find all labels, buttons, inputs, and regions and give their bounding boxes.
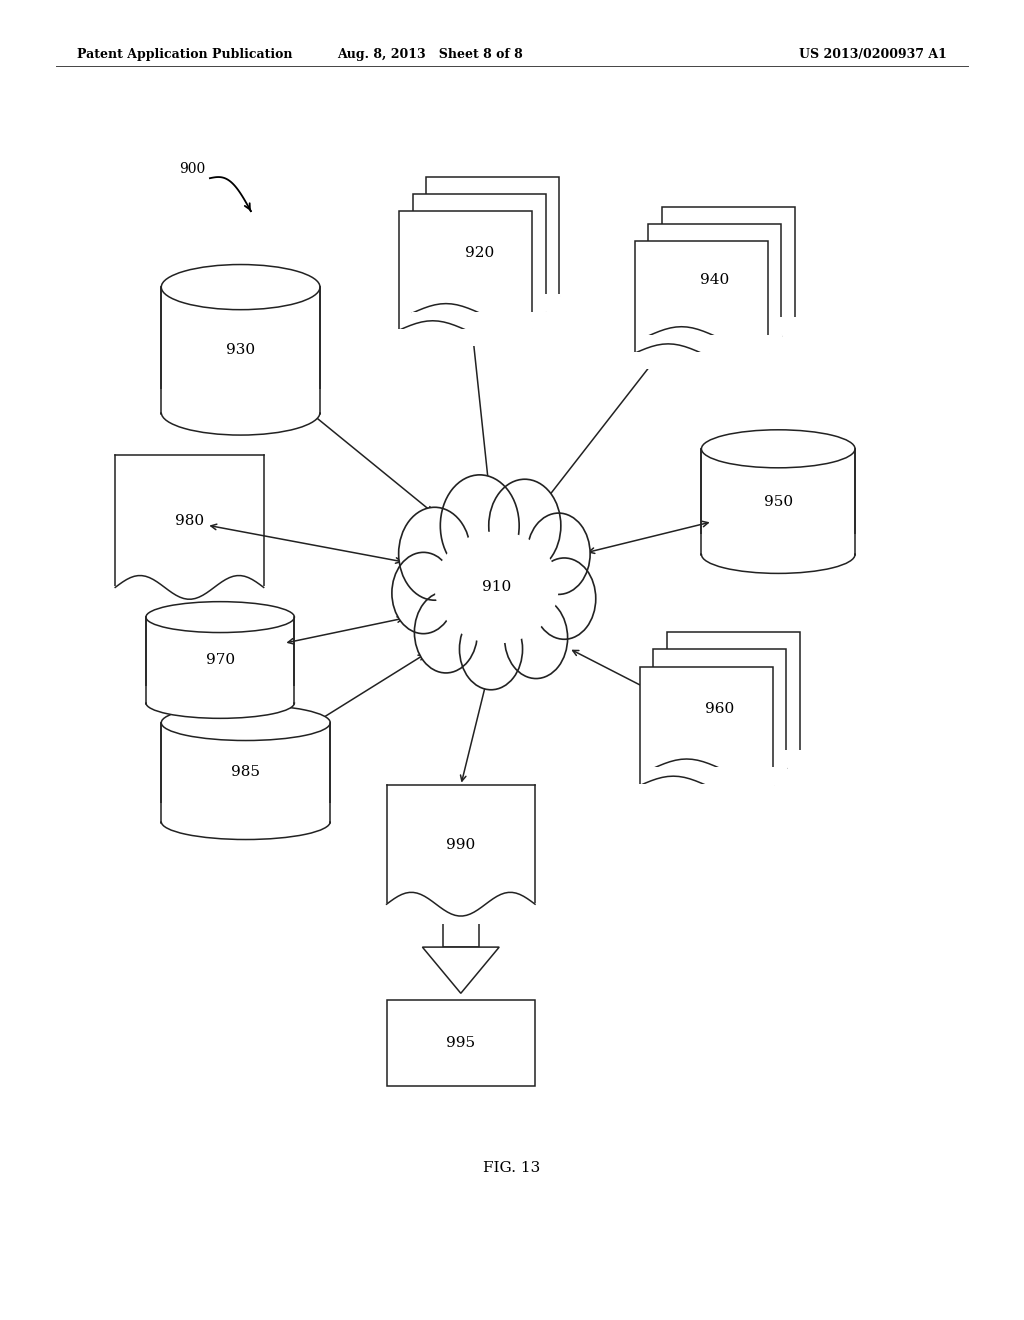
Bar <box>115 586 264 607</box>
Text: FIG. 13: FIG. 13 <box>483 1162 541 1175</box>
Ellipse shape <box>434 531 559 644</box>
Bar <box>634 351 769 368</box>
Bar <box>666 750 801 767</box>
Circle shape <box>532 558 596 639</box>
Bar <box>660 317 796 334</box>
Bar <box>700 535 856 554</box>
Circle shape <box>392 552 455 634</box>
Circle shape <box>415 591 477 673</box>
Text: 960: 960 <box>706 702 734 715</box>
Text: 970: 970 <box>206 653 234 667</box>
Text: US 2013/0200937 A1: US 2013/0200937 A1 <box>800 48 947 61</box>
Ellipse shape <box>161 804 330 840</box>
Bar <box>640 667 773 785</box>
Text: 990: 990 <box>446 838 475 851</box>
Bar <box>387 785 535 904</box>
Bar <box>160 803 332 821</box>
Text: 930: 930 <box>226 343 255 356</box>
Bar <box>387 1001 535 1085</box>
Ellipse shape <box>146 602 295 632</box>
Bar <box>426 177 559 296</box>
Bar <box>653 649 786 768</box>
Ellipse shape <box>146 688 295 718</box>
Bar <box>639 784 774 801</box>
Text: 940: 940 <box>700 273 729 286</box>
Circle shape <box>488 479 561 572</box>
Bar <box>399 211 532 330</box>
Bar <box>385 903 537 924</box>
Text: 995: 995 <box>446 1036 475 1049</box>
Bar <box>635 240 768 352</box>
Bar <box>701 449 855 554</box>
Text: 985: 985 <box>231 766 260 779</box>
Circle shape <box>398 507 471 601</box>
Circle shape <box>460 609 522 690</box>
Bar <box>160 388 322 412</box>
Bar <box>442 911 479 948</box>
Bar <box>648 223 781 335</box>
Polygon shape <box>423 948 500 993</box>
Ellipse shape <box>161 264 319 310</box>
Bar <box>161 722 330 821</box>
Bar <box>652 767 787 784</box>
Ellipse shape <box>701 430 855 467</box>
Bar <box>662 206 795 318</box>
Bar <box>647 335 782 351</box>
Text: 900: 900 <box>179 162 206 176</box>
Ellipse shape <box>429 520 564 655</box>
Bar <box>413 194 546 313</box>
Circle shape <box>505 597 567 678</box>
Text: Patent Application Publication: Patent Application Publication <box>77 48 292 61</box>
Bar <box>161 288 319 412</box>
Circle shape <box>440 475 519 577</box>
Ellipse shape <box>161 389 319 436</box>
Bar <box>146 618 295 702</box>
Bar <box>398 329 534 346</box>
Ellipse shape <box>161 705 330 741</box>
Bar <box>115 455 264 587</box>
Bar <box>425 294 560 312</box>
Text: Aug. 8, 2013   Sheet 8 of 8: Aug. 8, 2013 Sheet 8 of 8 <box>337 48 523 61</box>
Circle shape <box>527 513 590 594</box>
Text: 910: 910 <box>482 581 511 594</box>
Text: 980: 980 <box>175 515 204 528</box>
Text: 950: 950 <box>764 495 793 508</box>
Bar <box>667 632 800 751</box>
Bar <box>412 312 547 329</box>
Text: 920: 920 <box>465 247 494 260</box>
Bar <box>145 686 295 702</box>
Ellipse shape <box>701 536 855 573</box>
